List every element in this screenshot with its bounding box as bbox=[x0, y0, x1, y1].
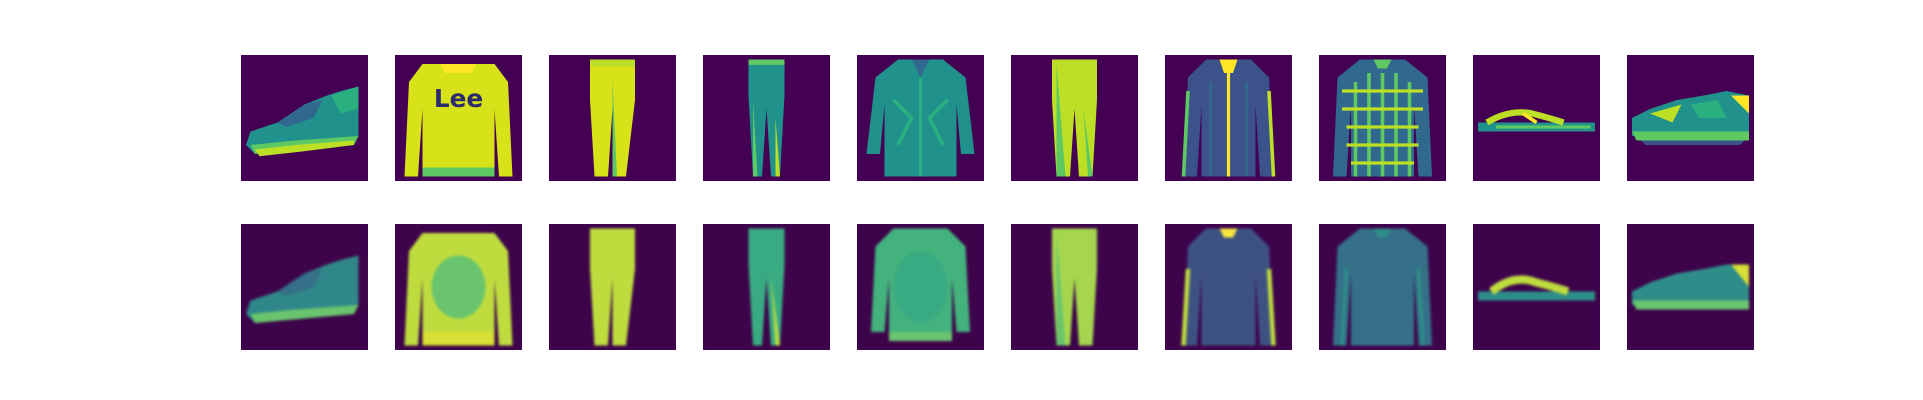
pullover-icon: Lee bbox=[395, 55, 522, 181]
tile-sneaker-original bbox=[1627, 55, 1754, 181]
trouser-icon bbox=[549, 55, 676, 181]
tile-pullover-original: Lee bbox=[395, 55, 522, 181]
tile-coat-original bbox=[1165, 55, 1292, 181]
tile-coat-reconstruction bbox=[1165, 224, 1292, 350]
sandal-icon bbox=[1473, 224, 1600, 350]
tile-ankle-boot-reconstruction bbox=[241, 224, 368, 350]
shirt-icon bbox=[857, 224, 984, 350]
trouser-icon bbox=[703, 55, 830, 181]
tile-trouser-original bbox=[549, 55, 676, 181]
tile-sandal-original bbox=[1473, 55, 1600, 181]
tile-pullover-reconstruction bbox=[395, 224, 522, 350]
tile-trouser-slim-original bbox=[703, 55, 830, 181]
sweater-logo-text: Lee bbox=[434, 84, 483, 113]
sneaker-icon bbox=[1627, 55, 1754, 181]
shirt-icon bbox=[857, 55, 984, 181]
ankle-boot-icon bbox=[241, 224, 368, 350]
trouser-icon bbox=[549, 224, 676, 350]
tile-trouser-reconstruction bbox=[549, 224, 676, 350]
tile-shirt-reconstruction bbox=[857, 224, 984, 350]
tile-trouser-slim-reconstruction bbox=[703, 224, 830, 350]
sneaker-icon bbox=[1627, 224, 1754, 350]
sandal-icon bbox=[1473, 55, 1600, 181]
tile-ankle-boot-original bbox=[241, 55, 368, 181]
trouser-icon bbox=[1011, 55, 1138, 181]
coat-icon bbox=[1165, 224, 1292, 350]
tile-trouser-reconstruction-2 bbox=[1011, 224, 1138, 350]
tile-plaid-shirt-original bbox=[1319, 55, 1446, 181]
trouser-icon bbox=[1011, 224, 1138, 350]
tile-sandal-reconstruction bbox=[1473, 224, 1600, 350]
ankle-boot-icon bbox=[241, 55, 368, 181]
tile-trouser-original-2 bbox=[1011, 55, 1138, 181]
tile-sneaker-reconstruction bbox=[1627, 224, 1754, 350]
shirt-icon bbox=[1319, 55, 1446, 181]
tile-shirt-reconstruction-2 bbox=[1319, 224, 1446, 350]
pullover-icon bbox=[395, 224, 522, 350]
tile-shirt-original bbox=[857, 55, 984, 181]
shirt-icon bbox=[1319, 224, 1446, 350]
coat-icon bbox=[1165, 55, 1292, 181]
trouser-icon bbox=[703, 224, 830, 350]
